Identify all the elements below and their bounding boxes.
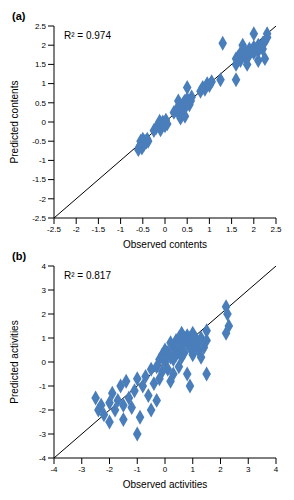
svg-text:2: 2 xyxy=(252,225,257,234)
svg-text:-2: -2 xyxy=(106,465,114,474)
svg-text:0: 0 xyxy=(42,358,47,367)
svg-text:-2.5: -2.5 xyxy=(47,225,61,234)
svg-text:4: 4 xyxy=(42,262,47,271)
svg-text:1: 1 xyxy=(207,225,212,234)
svg-text:-1: -1 xyxy=(39,382,47,391)
svg-text:Predicted activities: Predicted activities xyxy=(9,320,20,403)
svg-text:-4: -4 xyxy=(50,465,58,474)
svg-text:2: 2 xyxy=(42,310,47,319)
svg-text:-0.5: -0.5 xyxy=(32,137,46,146)
svg-text:3: 3 xyxy=(246,465,251,474)
svg-text:0.5: 0.5 xyxy=(35,99,47,108)
svg-text:0: 0 xyxy=(163,225,168,234)
svg-text:-3: -3 xyxy=(39,430,47,439)
html-text:R² = 0.817: R² = 0.817 xyxy=(64,270,111,281)
svg-text:-1.5: -1.5 xyxy=(32,175,46,184)
svg-text:1.5: 1.5 xyxy=(35,60,47,69)
svg-text:0.5: 0.5 xyxy=(182,225,194,234)
svg-text:Observed contents: Observed contents xyxy=(123,239,207,248)
svg-text:2: 2 xyxy=(218,465,223,474)
svg-text:2: 2 xyxy=(42,41,47,50)
svg-text:-2: -2 xyxy=(39,195,47,204)
svg-text:1: 1 xyxy=(191,465,196,474)
svg-text:1: 1 xyxy=(42,79,47,88)
svg-text:Observed activities: Observed activities xyxy=(123,479,207,488)
svg-text:-1: -1 xyxy=(39,156,47,165)
svg-text:-2: -2 xyxy=(39,406,47,415)
svg-text:3: 3 xyxy=(42,286,47,295)
html-text:(b): (b) xyxy=(12,250,26,262)
html-text:(a): (a) xyxy=(12,10,26,22)
svg-text:1: 1 xyxy=(42,334,47,343)
svg-text:1.5: 1.5 xyxy=(226,225,238,234)
svg-text:2.5: 2.5 xyxy=(270,225,282,234)
svg-text:-3: -3 xyxy=(78,465,86,474)
svg-text:Predicted contents: Predicted contents xyxy=(9,81,20,164)
svg-text:-2: -2 xyxy=(73,225,81,234)
svg-text:-4: -4 xyxy=(39,454,47,463)
svg-text:4: 4 xyxy=(274,465,279,474)
html-text:R² = 0.974: R² = 0.974 xyxy=(64,30,111,41)
svg-text:-1.5: -1.5 xyxy=(92,225,106,234)
svg-text:-1: -1 xyxy=(134,465,142,474)
svg-text:2.5: 2.5 xyxy=(35,22,47,31)
svg-text:-2.5: -2.5 xyxy=(32,214,46,223)
svg-text:0: 0 xyxy=(42,118,47,127)
svg-text:-1: -1 xyxy=(117,225,125,234)
svg-text:0: 0 xyxy=(163,465,168,474)
svg-text:-0.5: -0.5 xyxy=(136,225,150,234)
